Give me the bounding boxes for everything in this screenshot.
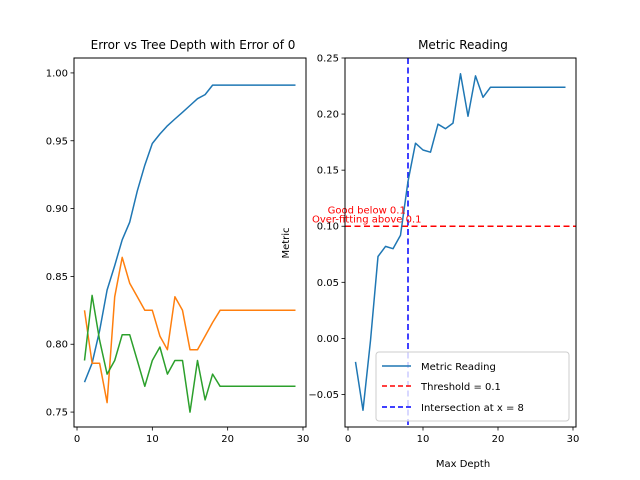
- legend-label-metric-reading: Metric Reading: [421, 362, 496, 373]
- metric-xtick-label: 30: [567, 434, 580, 445]
- error-series-3-line: [83, 294, 296, 413]
- legend-box: [375, 351, 570, 422]
- error-ytick-label: 0.95: [46, 136, 68, 147]
- good-below-annotation: Good below 0.1: [328, 205, 406, 216]
- metric-ytick-label: 0.15: [317, 166, 339, 177]
- metric-xtick-label: 20: [492, 434, 505, 445]
- error-xtick-label: 20: [221, 434, 234, 445]
- metric-chart-ylabel: Metric: [281, 227, 292, 258]
- metric-ytick-label: 0.10: [317, 222, 339, 233]
- error-chart-plot-area: 0 10 20 30 0.75 0.80 0.85 0.90 0.95 1.00: [46, 68, 310, 445]
- overfitting-annotation: Over-fitting above 0.1: [312, 214, 422, 225]
- metric-ytick-label: 0.05: [317, 278, 339, 289]
- error-vs-depth-chart: Error vs Tree Depth with Error of 0 0 10 2…: [46, 38, 310, 445]
- legend-label-threshold: Threshold = 0.1: [420, 382, 501, 393]
- error-chart-frame: [73, 57, 307, 428]
- error-series-1-line: [83, 84, 296, 383]
- metric-ytick-label: −0.05: [308, 390, 339, 401]
- error-series-2-line: [83, 256, 296, 404]
- metric-ytick-label: 0.20: [317, 110, 339, 121]
- metric-chart-xlabel: Max Depth: [436, 459, 490, 470]
- legend-label-intersection: Intersection at x = 8: [421, 403, 524, 414]
- error-ytick-label: 1.00: [46, 68, 68, 79]
- metric-xtick-label: 10: [417, 434, 430, 445]
- metric-reading-chart: Metric Reading Max Depth Metric 0 10 20 30 −…: [281, 38, 579, 470]
- error-chart-title: Error vs Tree Depth with Error of 0: [91, 38, 296, 52]
- metric-ytick-label: 0.00: [317, 334, 339, 345]
- metric-chart-frame: [344, 57, 577, 428]
- error-ytick-label: 0.90: [46, 204, 68, 215]
- error-xtick-label: 0: [74, 434, 80, 445]
- error-ytick-label: 0.80: [46, 340, 68, 351]
- error-xtick-label: 10: [146, 434, 159, 445]
- error-ytick-label: 0.85: [46, 272, 68, 283]
- metric-chart-legend: Metric Reading Threshold = 0.1 Intersect…: [375, 351, 570, 422]
- metric-chart-title: Metric Reading: [418, 38, 508, 52]
- error-ytick-label: 0.75: [46, 408, 68, 419]
- metric-reading-line: [354, 72, 566, 411]
- error-xtick-label: 30: [297, 434, 310, 445]
- metric-xtick-label: 0: [345, 434, 351, 445]
- metric-ytick-label: 0.25: [317, 54, 339, 65]
